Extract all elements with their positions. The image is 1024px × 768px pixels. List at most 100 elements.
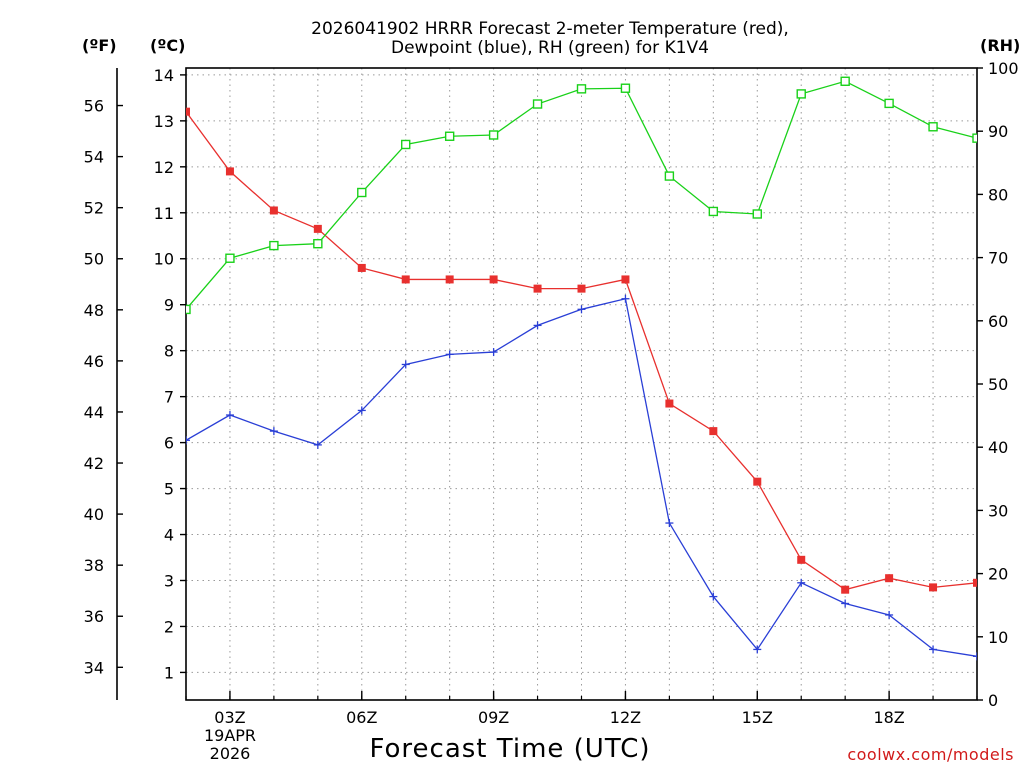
fahrenheit-tick-label: 46 (84, 352, 104, 371)
rh-point (444, 131, 455, 141)
rh-point (884, 98, 894, 109)
celsius-tick-label: 5 (164, 480, 174, 499)
celsius-tick-label: 11 (154, 204, 174, 223)
celsius-tick-label: 9 (164, 296, 174, 315)
temperature-point (841, 585, 850, 594)
fahrenheit-tick-label: 50 (84, 250, 104, 269)
rh-point (708, 206, 719, 217)
celsius-tick-label: 6 (164, 434, 174, 453)
rh-tick-label: 100 (988, 59, 1019, 78)
date-label-year: 2026 (209, 744, 251, 763)
temperature-point (401, 275, 410, 284)
temperature-point (357, 263, 366, 272)
fahrenheit-tick-label: 34 (84, 658, 104, 677)
x-axis-title: Forecast Time (UTC) (369, 734, 651, 764)
celsius-tick-label: 8 (164, 342, 174, 361)
rh-point (225, 253, 235, 263)
celsius-unit-label: (ºC) (150, 36, 186, 55)
rh-tick-label: 0 (988, 691, 998, 710)
dewpoint-point (533, 321, 542, 330)
temperature-point (445, 275, 454, 284)
rh-point (357, 187, 367, 198)
rh-tick-label: 20 (988, 565, 1008, 584)
temperature-point (621, 275, 630, 284)
x-tick-label: 12Z (610, 708, 641, 727)
source-credit: coolwx.com/models (847, 745, 1014, 764)
dewpoint-point (186, 436, 190, 445)
rh-point (488, 130, 499, 140)
rh-tick-label: 10 (988, 628, 1008, 647)
temperature-point (753, 477, 762, 486)
celsius-tick-label: 1 (164, 663, 174, 682)
temperature-point (489, 275, 498, 284)
dewpoint-point (709, 592, 718, 601)
temperature-point (665, 399, 674, 408)
celsius-tick-label: 2 (164, 617, 174, 636)
celsius-tick-label: 13 (154, 112, 174, 131)
dewpoint-point (313, 440, 322, 449)
celsius-tick-label: 4 (164, 526, 174, 545)
dewpoint-point (621, 294, 630, 303)
dewpoint-point (665, 519, 674, 528)
dewpoint-point (797, 578, 806, 587)
clipped-series (186, 76, 977, 661)
dewpoint-point (973, 652, 977, 661)
dewpoint-point (445, 350, 454, 359)
fahrenheit-tick-label: 48 (84, 301, 104, 320)
temperature-point (797, 555, 806, 564)
temperature-point (929, 583, 938, 592)
grid-lines (186, 68, 977, 700)
dewpoint-point (885, 610, 894, 619)
temperature-point (186, 107, 190, 116)
rh-tick-label: 50 (988, 375, 1008, 394)
temperature-point (313, 224, 322, 233)
dewpoint-point (577, 305, 586, 314)
fahrenheit-tick-label: 40 (84, 505, 104, 524)
x-tick-label: 03Z (214, 708, 245, 727)
rh-tick-label: 80 (988, 185, 1008, 204)
rh-tick-label: 40 (988, 438, 1008, 457)
chart-title-line-2: Dewpoint (blue), RH (green) for K1V4 (391, 38, 709, 58)
x-tick-label: 09Z (478, 708, 509, 727)
dewpoint-point (225, 411, 234, 420)
dewpoint-point (269, 427, 278, 436)
fahrenheit-tick-label: 42 (84, 454, 104, 473)
temperature-point (885, 574, 894, 583)
rh-point (840, 76, 850, 86)
rh-point (401, 139, 411, 150)
axes (116, 67, 983, 701)
celsius-tick-label: 12 (154, 158, 174, 177)
dewpoint-point (753, 645, 762, 654)
rh-point (620, 83, 631, 93)
rh-point (313, 238, 323, 249)
rh-point (269, 240, 279, 251)
x-tick-label: 18Z (873, 708, 904, 727)
temperature-point (533, 284, 542, 293)
rh-point (928, 122, 938, 132)
celsius-tick-label: 7 (164, 388, 174, 407)
rh-point (576, 84, 587, 94)
date-label-day: 19APR (203, 726, 257, 745)
temperature-point (269, 206, 278, 215)
rh-unit-label: (RH) (980, 36, 1021, 55)
rh-tick-label: 90 (988, 122, 1008, 141)
temperature-point (709, 427, 718, 436)
fahrenheit-unit-label: (ºF) (82, 36, 117, 55)
fahrenheit-tick-label: 44 (84, 403, 104, 422)
fahrenheit-tick-label: 56 (84, 97, 104, 116)
rh-point (532, 99, 543, 109)
dewpoint-point (929, 645, 938, 654)
dewpoint-point (841, 599, 850, 608)
rh-tick-label: 70 (988, 249, 1008, 268)
rh-point (972, 133, 977, 143)
celsius-tick-label: 14 (154, 66, 174, 85)
rh-point (796, 89, 806, 99)
rh-point (752, 209, 762, 219)
dewpoint-point (401, 360, 410, 369)
celsius-tick-label: 10 (154, 250, 174, 269)
dewpoint-point (357, 406, 366, 415)
fahrenheit-tick-label: 36 (84, 607, 104, 626)
temperature-point (225, 167, 234, 176)
fahrenheit-tick-label: 52 (84, 199, 104, 218)
